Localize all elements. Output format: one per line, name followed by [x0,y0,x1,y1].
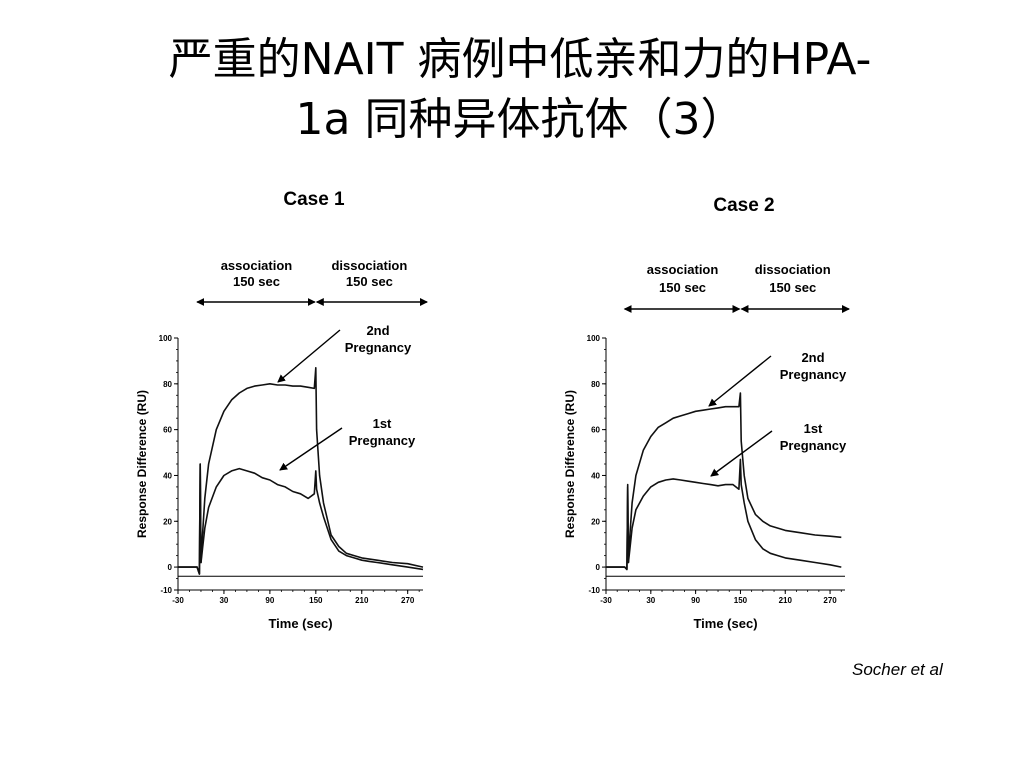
x-tick-label: 30 [646,596,655,605]
y-tick-label: -10 [588,586,600,595]
y-axis-label: Response Difference (RU) [135,390,149,538]
annotation-arrow-1 [708,355,772,407]
x-tick-label: 270 [823,596,837,605]
x-axis-label: Time (sec) [268,616,332,631]
y-tick-label: 100 [587,334,601,343]
x-tick-label: 90 [265,596,274,605]
y-tick-label: 20 [163,517,172,526]
x-tick-label: 210 [779,596,793,605]
y-tick-label: 40 [591,471,600,480]
y-tick-label: 100 [159,334,173,343]
annotation-label-1: 2nd [801,350,824,365]
annotation-label-2: 1st [804,421,823,436]
annotation-label-1-sub: Pregnancy [780,367,847,382]
slide-title-line-2: 1a 同种异体抗体（3） [295,94,745,145]
annotation-arrow-2 [710,430,773,477]
y-tick-label: 0 [596,563,601,572]
phase-duration-2: 150 sec [769,280,816,295]
chart-title: Case 1 [283,189,345,210]
x-tick-label: 210 [355,596,369,605]
annotation-label-2-sub: Pregnancy [349,433,416,448]
citation: Socher et al [852,660,943,679]
x-axis-label: Time (sec) [693,616,757,631]
series-line-2nd-pregnancy [178,367,424,575]
phase-duration-1: 150 sec [233,274,280,289]
y-tick-label: 40 [163,471,172,480]
y-tick-label: 20 [591,517,600,526]
series-line-1st-pregnancy [178,463,424,575]
phase-label-2: dissociation [331,258,407,273]
annotation-label-1-sub: Pregnancy [345,340,412,355]
annotation-label-2-sub: Pregnancy [780,438,847,453]
series-line-2nd-pregnancy [606,392,842,571]
slide-title: 严重的NAIT 病例中低亲和力的HPA- 1a 同种异体抗体（3） [70,30,970,150]
y-tick-label: 0 [168,563,173,572]
phase-duration-2: 150 sec [346,274,393,289]
y-tick-label: 60 [163,426,172,435]
phase-label-1: association [221,258,293,273]
phase-label-1: association [647,262,719,277]
y-tick-label: 80 [591,380,600,389]
x-tick-label: 150 [734,596,748,605]
slide-title-line-1: 严重的NAIT 病例中低亲和力的HPA- [168,34,872,85]
annotation-label-1: 2nd [366,323,389,338]
x-tick-label: -30 [600,596,612,605]
case-2-chart: Case 2 association 150 sec dissociation 150 … [563,195,850,631]
x-tick-label: 30 [219,596,228,605]
y-tick-label: -10 [160,586,172,595]
x-tick-label: 90 [691,596,700,605]
case-2-chart-panel: Case 2 association 150 sec dissociation 150 … [545,180,885,654]
annotation-label-2: 1st [373,416,392,431]
case-1-chart-panel: Case 1 association 150 sec dissociation 150 … [120,180,460,654]
x-tick-label: -30 [172,596,184,605]
y-tick-label: 80 [163,380,172,389]
phase-label-2: dissociation [755,262,831,277]
x-tick-label: 150 [309,596,323,605]
phase-duration-1: 150 sec [659,280,706,295]
annotation-arrow-1 [277,329,341,383]
series-line-1st-pregnancy [606,458,842,571]
y-axis-label: Response Difference (RU) [563,390,577,538]
annotation-arrow-2 [279,427,343,471]
x-tick-label: 270 [401,596,415,605]
chart-title: Case 2 [713,195,774,216]
y-tick-label: 60 [591,426,600,435]
